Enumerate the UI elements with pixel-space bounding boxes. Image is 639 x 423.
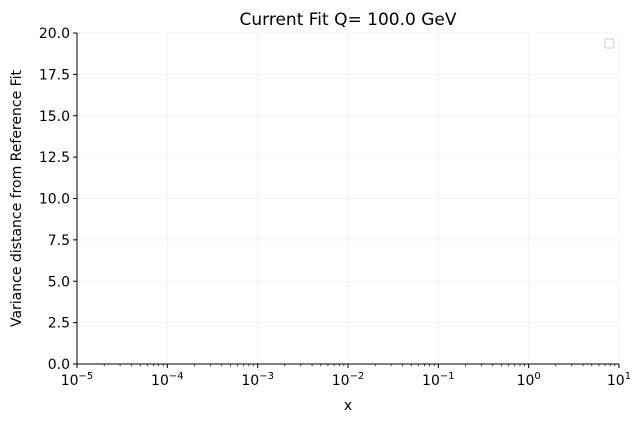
chart-title: Current Fit Q= 100.0 GeV [240, 10, 457, 30]
y-tick-label: 17.5 [39, 67, 70, 83]
y-axis-label: Variance distance from Reference Fit [9, 69, 25, 327]
x-tick-label: 10−4 [151, 371, 184, 389]
x-tick-base: 10 [517, 373, 535, 389]
y-tick-label: 2.5 [48, 316, 70, 332]
grid [76, 32, 620, 365]
x-tick-exponent: 1 [625, 371, 631, 382]
x-tick-base: 10 [241, 373, 259, 389]
y-tick-label: 20.0 [39, 26, 70, 42]
x-tick-base: 10 [422, 373, 440, 389]
x-axis-label: x [344, 398, 352, 414]
y-tick-label: 10.0 [39, 192, 70, 208]
x-tick-label: 100 [517, 371, 541, 389]
x-tick-exponent: −2 [350, 371, 365, 382]
x-tick-label: 10−1 [422, 371, 455, 389]
y-tick-label: 15.0 [39, 109, 70, 125]
legend-box [604, 38, 615, 49]
x-tick-base: 10 [151, 373, 169, 389]
x-tick-base: 10 [61, 373, 79, 389]
x-tick-label: 10−5 [61, 371, 94, 389]
y-tick-label: 5.0 [48, 274, 70, 290]
x-tick-exponent: −4 [169, 371, 184, 382]
x-tick-base: 10 [607, 373, 625, 389]
y-tick-label: 12.5 [39, 150, 70, 166]
x-tick-exponent: 0 [534, 371, 540, 382]
x-tick-base: 10 [332, 373, 350, 389]
x-tick-exponent: −5 [79, 371, 94, 382]
x-ticks: 10−5 10−4 10−3 10−2 10−1 100 101 [61, 364, 631, 389]
y-ticks: 0.0 2.5 5.0 7.5 10.0 12.5 15.0 17.5 20.0 [39, 26, 77, 373]
x-tick-label: 101 [607, 371, 631, 389]
y-tick-label: 7.5 [48, 233, 70, 249]
y-tick-label: 0.0 [48, 357, 70, 373]
x-tick-exponent: −3 [259, 371, 274, 382]
x-tick-label: 10−3 [241, 371, 274, 389]
x-tick-exponent: −1 [440, 371, 455, 382]
x-tick-label: 10−2 [332, 371, 365, 389]
